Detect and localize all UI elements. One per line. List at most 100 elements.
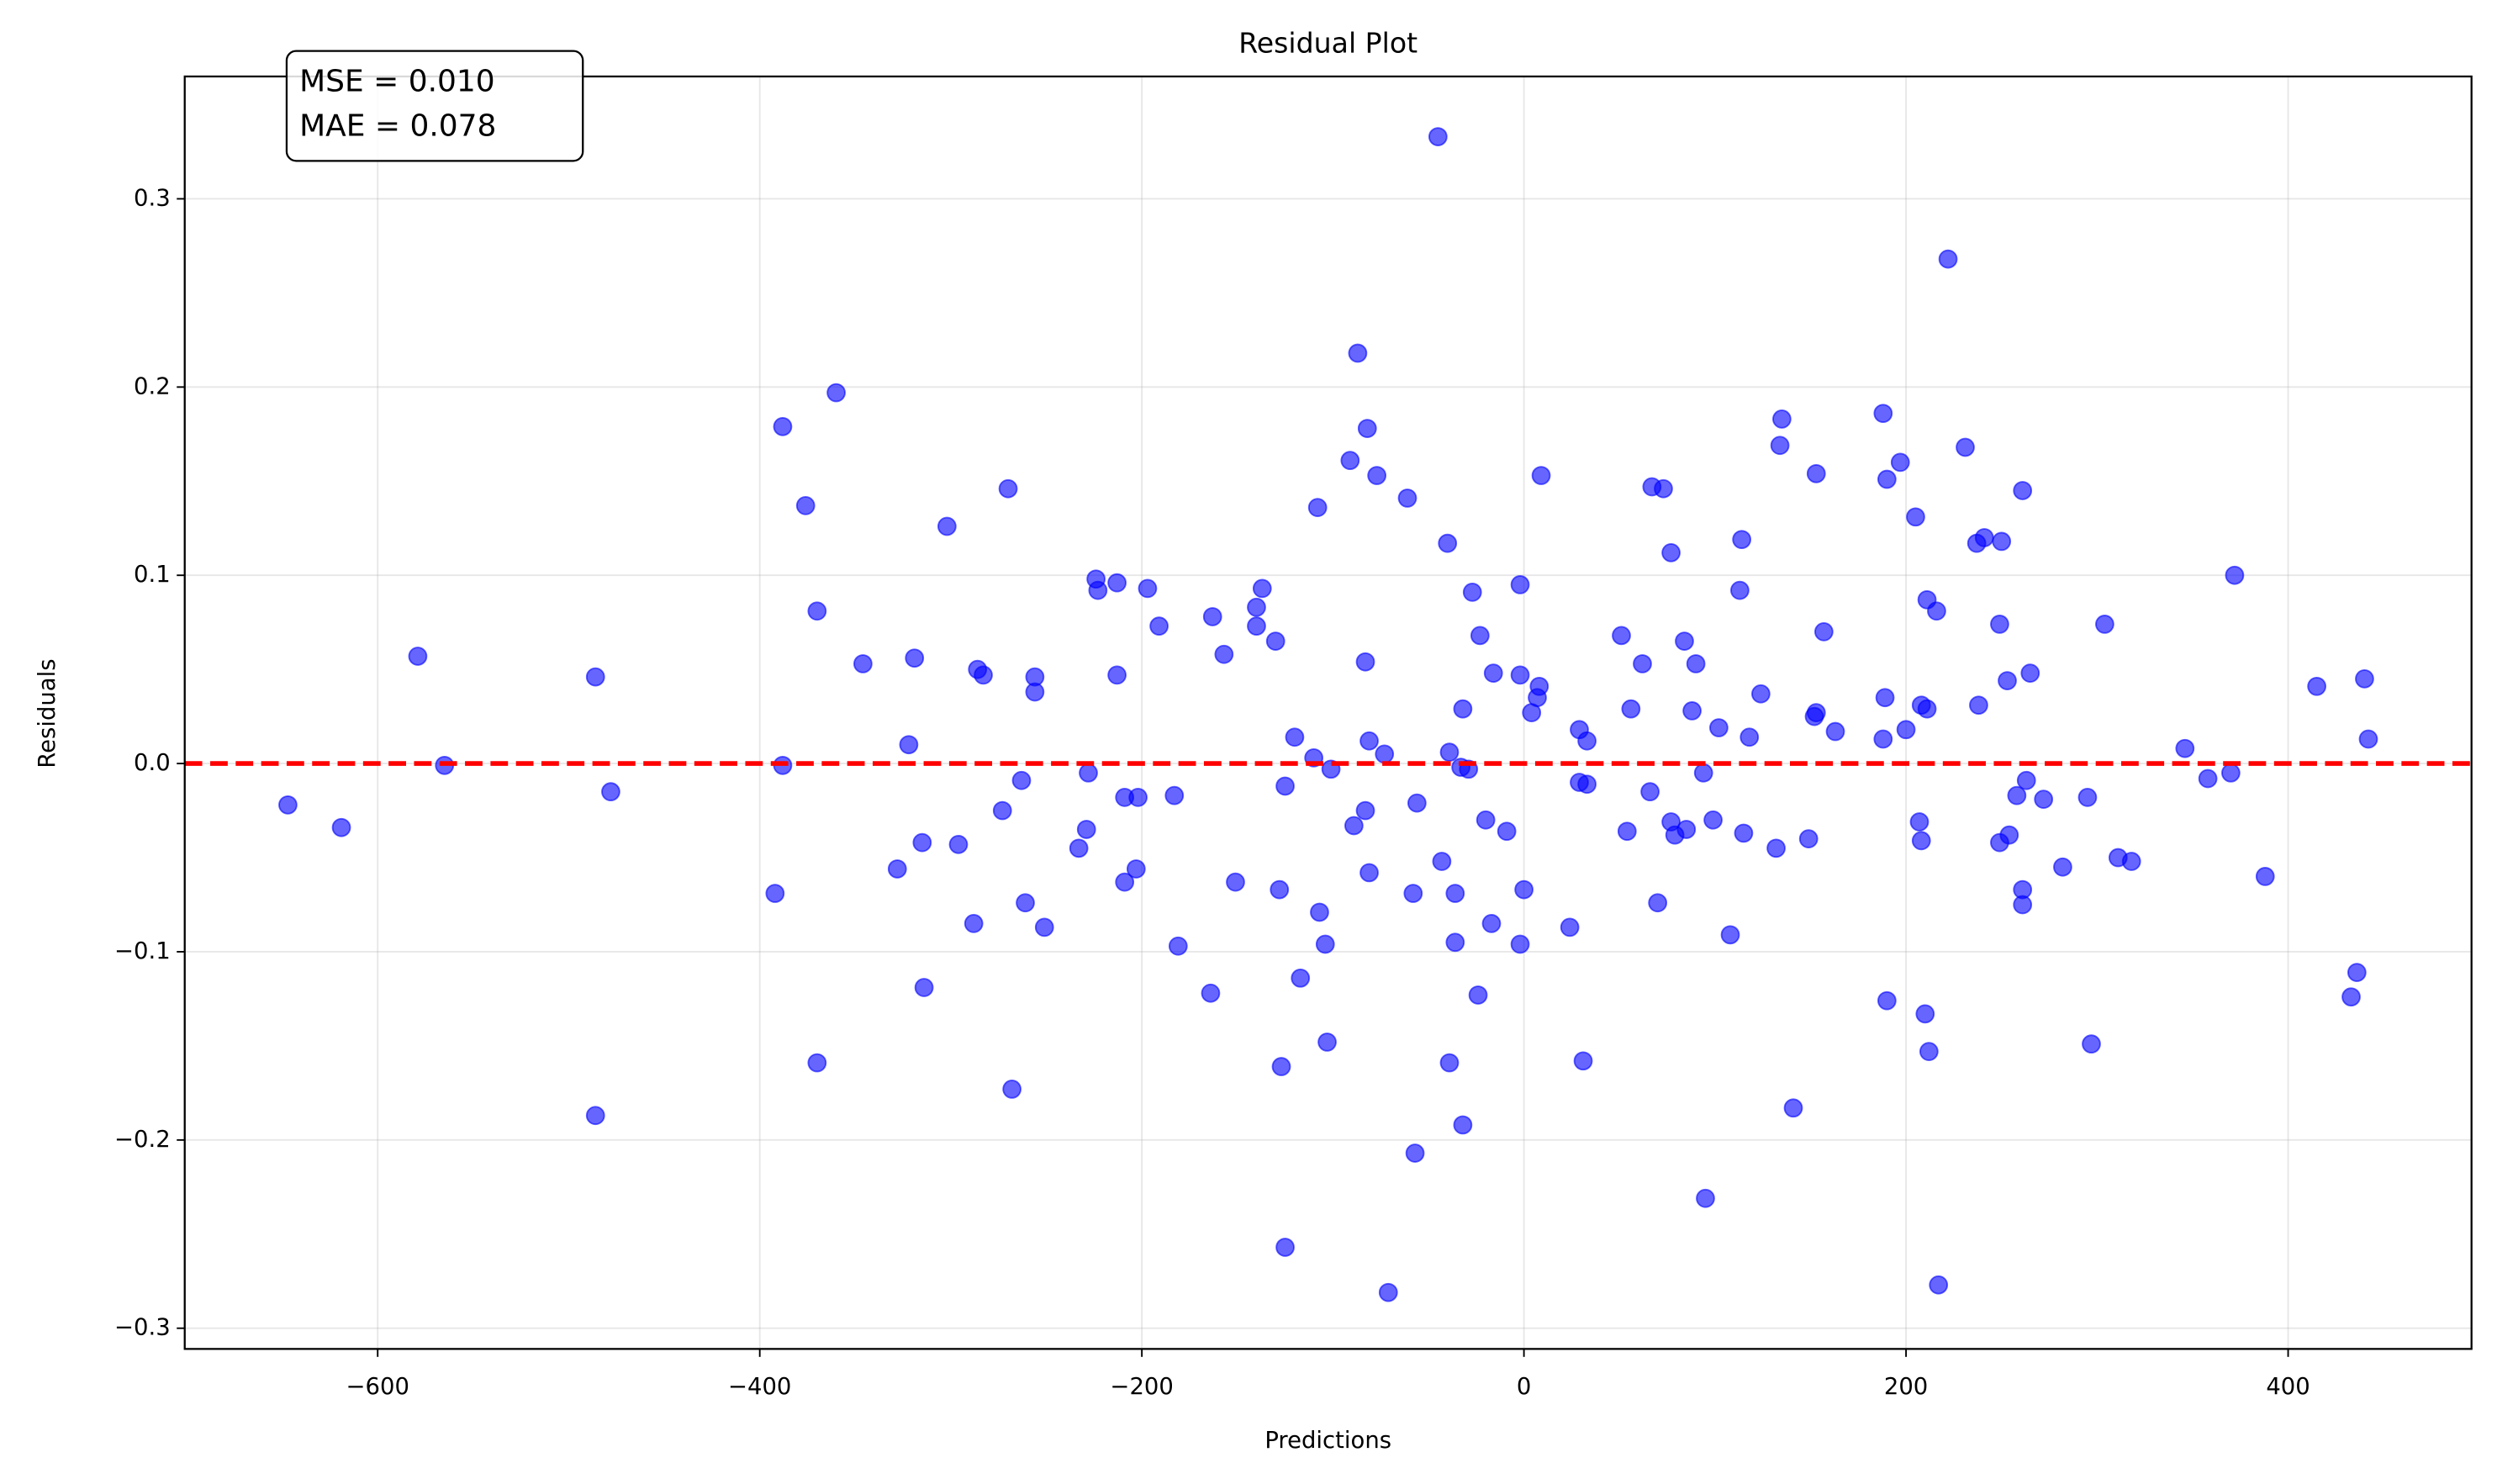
- scatter-point: [1798, 829, 1819, 849]
- scatter-point: [1531, 466, 1551, 485]
- scatter-point: [1510, 934, 1530, 954]
- scatter-point: [1617, 821, 1637, 842]
- scatter-point: [1577, 774, 1597, 795]
- scatter-point: [1686, 654, 1706, 673]
- scatter-point: [1766, 838, 1786, 858]
- scatter-point: [1397, 489, 1417, 508]
- scatter-point: [1529, 676, 1549, 696]
- scatter-point: [1510, 575, 1530, 594]
- y-tick-label: −0.1: [114, 938, 171, 964]
- scatter-point: [1355, 800, 1375, 821]
- scatter-point: [1654, 478, 1673, 499]
- scatter-point: [2355, 668, 2374, 689]
- scatter-point: [2082, 1034, 2101, 1054]
- scatter-point: [1470, 626, 1490, 646]
- scatter-point: [1621, 699, 1641, 719]
- scatter-point: [2307, 676, 2327, 696]
- scatter-point: [1483, 663, 1503, 683]
- scatter-point: [1510, 665, 1530, 685]
- scatter-point: [1138, 578, 1158, 599]
- scatter-point: [998, 478, 1018, 499]
- scatter-point: [1344, 816, 1364, 836]
- scatter-point: [1770, 436, 1790, 456]
- scatter-point: [1873, 404, 1893, 424]
- scatter-point: [1252, 578, 1272, 599]
- scatter-point: [1739, 727, 1760, 747]
- scatter-point: [1633, 654, 1652, 673]
- scatter-point: [1709, 718, 1729, 737]
- scatter-point: [1069, 838, 1089, 858]
- scatter-point: [1270, 879, 1290, 900]
- scatter-point: [601, 782, 620, 802]
- scatter-point: [2095, 615, 2114, 634]
- scatter-point: [914, 978, 934, 997]
- scatter-point: [2255, 867, 2275, 886]
- scatter-point: [1002, 1080, 1022, 1099]
- y-tick-label: 0.0: [134, 750, 171, 776]
- scatter-point: [1432, 852, 1452, 871]
- scatter-point: [1128, 788, 1148, 807]
- scatter-point: [1428, 127, 1448, 146]
- scatter-point: [1468, 985, 1488, 1005]
- scatter-point: [1814, 622, 1834, 642]
- x-tick-label: −600: [346, 1374, 409, 1400]
- scatter-point: [1367, 466, 1387, 485]
- annotation-box: [285, 50, 584, 162]
- scatter-point: [278, 795, 298, 815]
- scatter-point: [585, 1106, 605, 1126]
- scatter-point: [2121, 852, 2141, 871]
- scatter-point: [1974, 528, 1994, 547]
- scatter-point: [1310, 902, 1329, 922]
- scatter-point: [1202, 607, 1222, 626]
- scatter-point: [1481, 914, 1502, 933]
- scatter-point: [1291, 968, 1311, 988]
- scatter-point: [1439, 742, 1460, 763]
- scatter-point: [2034, 790, 2054, 809]
- scatter-point: [1115, 872, 1135, 892]
- y-tick-label: 0.1: [134, 562, 171, 588]
- scatter-point: [1906, 507, 1925, 527]
- scatter-point: [1990, 615, 2009, 634]
- scatter-point: [1751, 684, 1771, 704]
- scatter-point: [1378, 1282, 1398, 1302]
- scatter-point: [1317, 1032, 1337, 1052]
- scatter-point: [2007, 785, 2027, 805]
- scatter-point: [1676, 820, 1697, 839]
- scatter-point: [992, 800, 1012, 821]
- scatter-point: [912, 832, 932, 853]
- scatter-point: [1675, 631, 1694, 651]
- scatter-point: [1877, 469, 1897, 489]
- scatter-point: [1359, 731, 1379, 751]
- x-tick-label: 0: [1517, 1374, 1531, 1400]
- scatter-point: [1149, 616, 1169, 636]
- scatter-point: [1560, 917, 1580, 937]
- scatter-point: [2016, 770, 2036, 790]
- scatter-point: [765, 884, 785, 903]
- annotation-text: MAE = 0.078: [299, 109, 496, 144]
- scatter-point: [2020, 663, 2040, 683]
- scatter-point: [1825, 721, 1845, 742]
- scatter-point: [1873, 729, 1893, 749]
- scatter-point: [2013, 895, 2033, 915]
- scatter-point: [1998, 671, 2017, 690]
- plot-frame: [183, 75, 2473, 1350]
- scatter-point: [1734, 823, 1754, 843]
- scatter-point: [937, 516, 957, 536]
- scatter-point: [1577, 731, 1597, 751]
- scatter-point: [807, 1053, 827, 1073]
- scatter-point: [585, 667, 605, 687]
- scatter-point: [1407, 793, 1427, 813]
- y-axis-label: Residuals: [34, 658, 61, 768]
- scatter-point: [948, 834, 969, 854]
- scatter-point: [1445, 884, 1465, 903]
- scatter-point: [1497, 821, 1517, 842]
- scatter-point: [1915, 1004, 1935, 1024]
- scatter-point: [1348, 343, 1368, 363]
- scatter-point: [974, 665, 993, 685]
- scatter-point: [807, 601, 827, 621]
- scatter-point: [1514, 879, 1534, 900]
- scatter-point: [1911, 831, 1931, 851]
- scatter-point: [1476, 810, 1496, 830]
- scatter-point: [1275, 1238, 1295, 1257]
